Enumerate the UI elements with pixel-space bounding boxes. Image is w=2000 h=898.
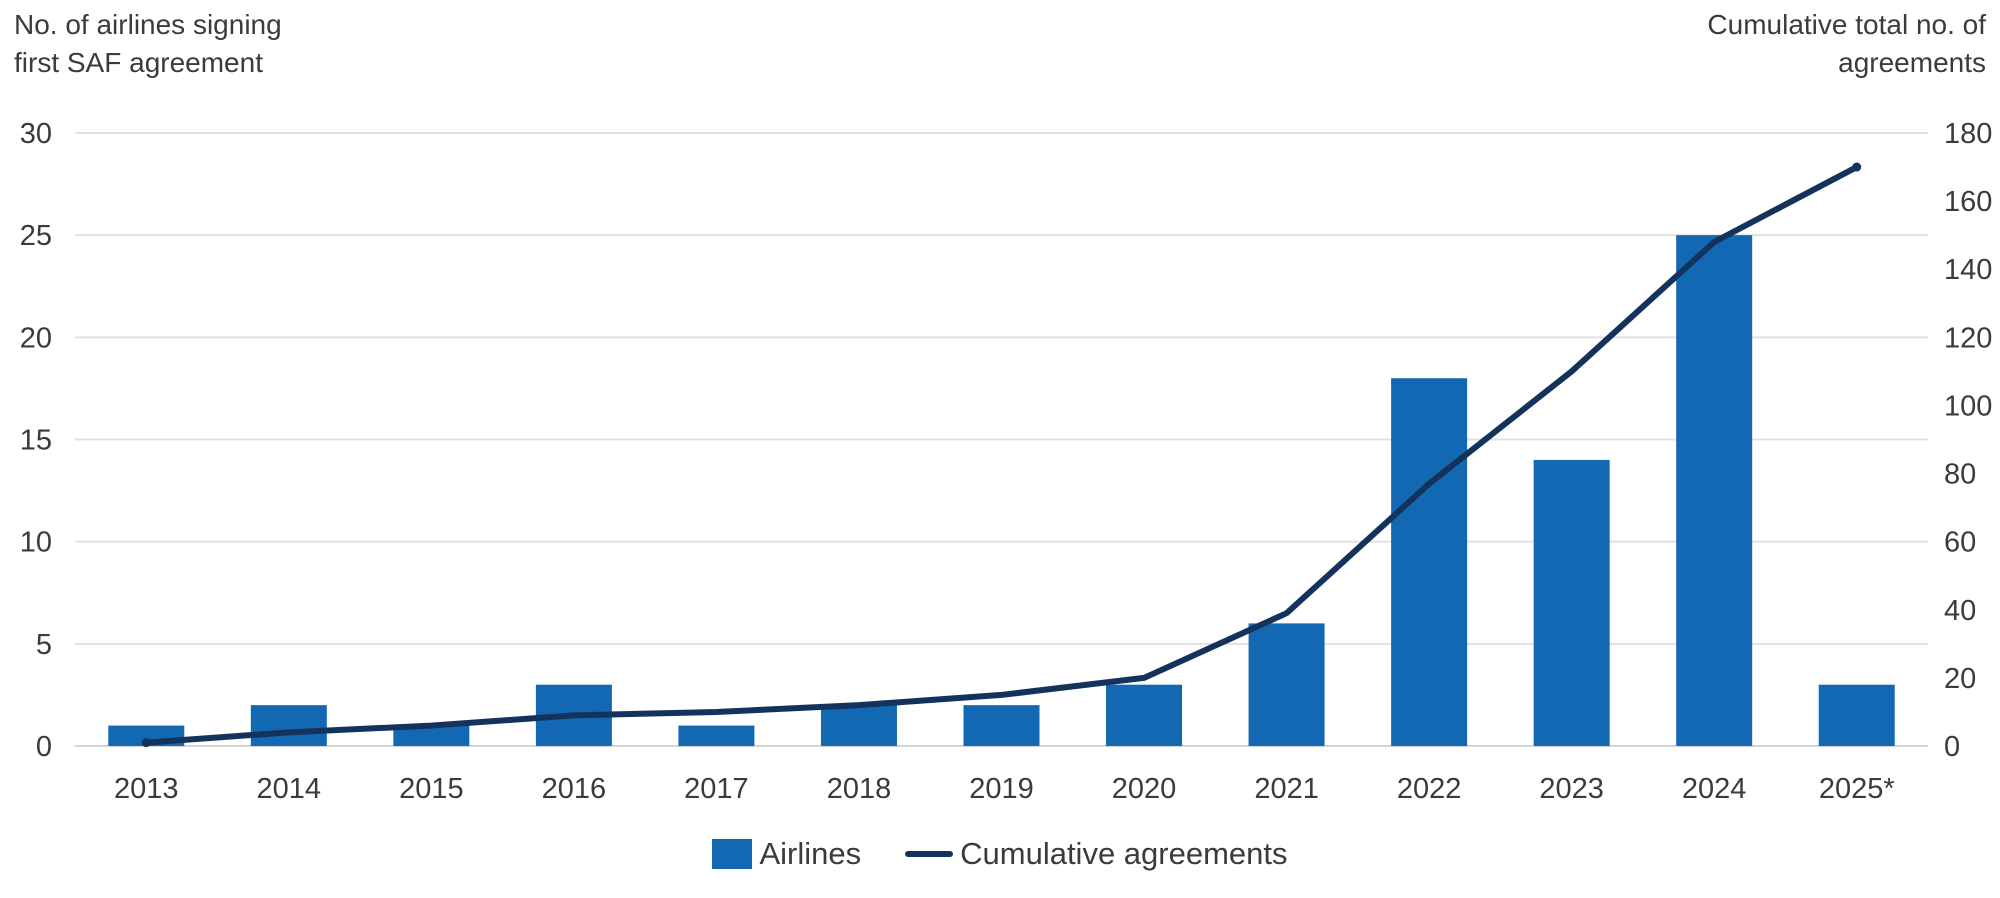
right-axis-tick-label: 180 <box>1944 118 1992 150</box>
bar-2022 <box>1391 378 1468 746</box>
left-axis-tick-label: 10 <box>20 527 52 559</box>
line-start-cap <box>141 738 151 748</box>
bar-2017 <box>678 725 755 746</box>
right-axis-tick-label: 140 <box>1944 254 1992 286</box>
right-axis-tick-label: 0 <box>1944 731 1960 763</box>
x-axis-label-2013: 2013 <box>114 773 179 805</box>
x-axis-label-2021: 2021 <box>1254 773 1319 805</box>
x-axis-label-2020: 2020 <box>1112 773 1177 805</box>
bar-2019 <box>963 705 1040 746</box>
x-axis-label-2023: 2023 <box>1539 773 1604 805</box>
line-end-cap <box>1852 162 1862 172</box>
x-axis-label-2017: 2017 <box>684 773 749 805</box>
x-axis-label-2022: 2022 <box>1397 773 1462 805</box>
bar-2018 <box>820 705 897 746</box>
right-axis-tick-label: 160 <box>1944 186 1992 218</box>
x-axis-label-2024: 2024 <box>1682 773 1747 805</box>
right-axis-tick-label: 40 <box>1944 595 1976 627</box>
x-axis-label-2015: 2015 <box>399 773 464 805</box>
right-axis-tick-label: 100 <box>1944 390 1992 422</box>
bar-2021 <box>1248 623 1325 746</box>
bar-2014 <box>250 705 327 746</box>
bar-2020 <box>1106 684 1183 746</box>
legend-item-cumulative-agreements: Cumulative agreements <box>905 836 1288 872</box>
x-axis-label-2025*: 2025* <box>1819 773 1895 805</box>
cumulative-line-swatch-icon <box>905 851 954 857</box>
bar-2025* <box>1818 684 1895 746</box>
x-axis-label-2019: 2019 <box>969 773 1034 805</box>
cumulative-agreements-line <box>143 164 1860 746</box>
legend-label-airlines: Airlines <box>759 836 862 871</box>
bar-2023 <box>1533 459 1610 746</box>
right-axis-tick-label: 80 <box>1944 459 1976 491</box>
left-axis-title: No. of airlines signing first SAF agreem… <box>14 9 282 78</box>
x-axis-label-2014: 2014 <box>257 773 322 805</box>
right-axis-tick-label: 120 <box>1944 322 1992 354</box>
left-axis-tick-label: 30 <box>20 118 52 150</box>
legend-item-airlines: Airlines <box>712 836 861 872</box>
left-axis-tick-label: 20 <box>20 322 52 354</box>
legend: Airlines Cumulative agreements <box>0 836 2000 872</box>
left-axis-tick-label: 15 <box>20 425 52 457</box>
right-axis-tick-label: 60 <box>1944 527 1976 559</box>
left-axis-tick-label: 0 <box>36 731 52 763</box>
right-axis-title: Cumulative total no. of agreements <box>1707 9 1986 78</box>
bar-2015 <box>393 725 470 746</box>
right-axis-tick-label: 20 <box>1944 663 1976 695</box>
legend-label-cumulative-agreements: Cumulative agreements <box>960 836 1288 871</box>
bar-2024 <box>1676 235 1753 746</box>
left-axis-tick-label: 5 <box>36 629 52 661</box>
x-axis-label-2016: 2016 <box>542 773 607 805</box>
airlines-bar-swatch-icon <box>712 839 753 869</box>
x-axis-label-2018: 2018 <box>827 773 892 805</box>
left-axis-tick-label: 25 <box>20 220 52 252</box>
